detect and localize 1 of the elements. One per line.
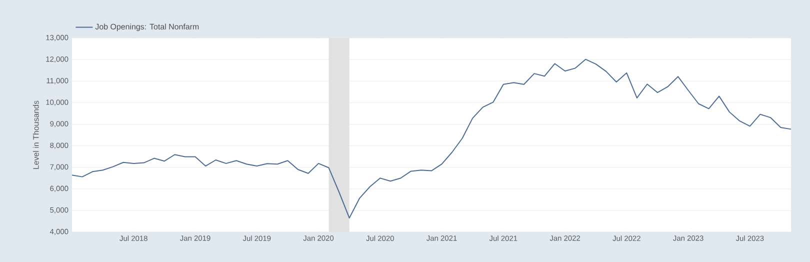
line-series	[72, 58, 792, 218]
